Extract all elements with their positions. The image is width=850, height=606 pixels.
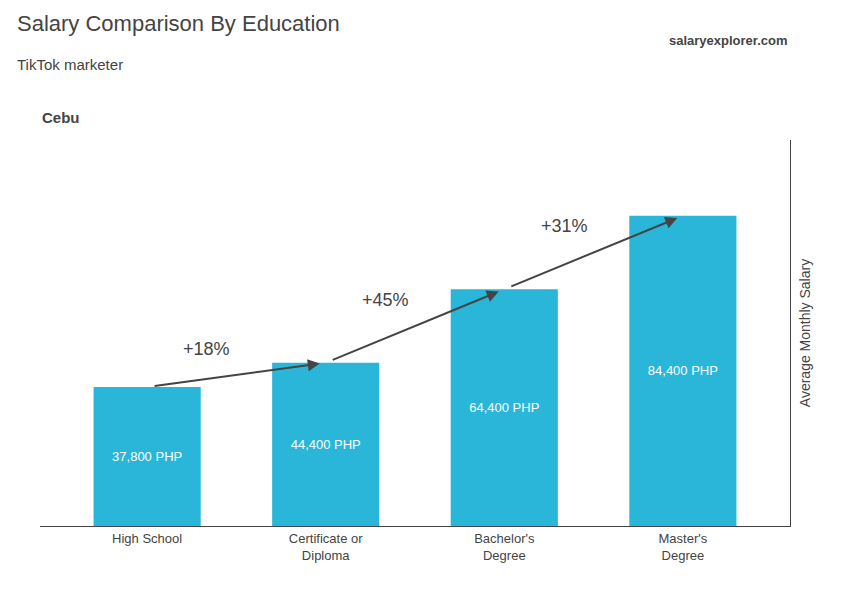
svg-text:37,800 PHP: 37,800 PHP bbox=[112, 449, 182, 464]
svg-text:Salary Comparison By Education: Salary Comparison By Education bbox=[17, 11, 340, 36]
svg-text:High School: High School bbox=[112, 531, 182, 546]
svg-text:Master'sDegree: Master'sDegree bbox=[659, 531, 708, 563]
svg-text:salaryexplorer.com: salaryexplorer.com bbox=[669, 33, 788, 48]
svg-text:+45%: +45% bbox=[362, 290, 409, 310]
svg-text:64,400 PHP: 64,400 PHP bbox=[469, 400, 539, 415]
svg-text:84,400 PHP: 84,400 PHP bbox=[648, 363, 718, 378]
svg-text:44,400 PHP: 44,400 PHP bbox=[291, 437, 361, 452]
svg-text:Bachelor'sDegree: Bachelor'sDegree bbox=[474, 531, 535, 563]
svg-text:+31%: +31% bbox=[541, 216, 588, 236]
svg-text:TikTok marketer: TikTok marketer bbox=[17, 56, 123, 73]
svg-text:Average Monthly Salary: Average Monthly Salary bbox=[797, 259, 813, 407]
svg-text:+18%: +18% bbox=[183, 339, 230, 359]
svg-text:Cebu: Cebu bbox=[42, 109, 80, 126]
svg-text:Certificate orDiploma: Certificate orDiploma bbox=[289, 531, 363, 563]
